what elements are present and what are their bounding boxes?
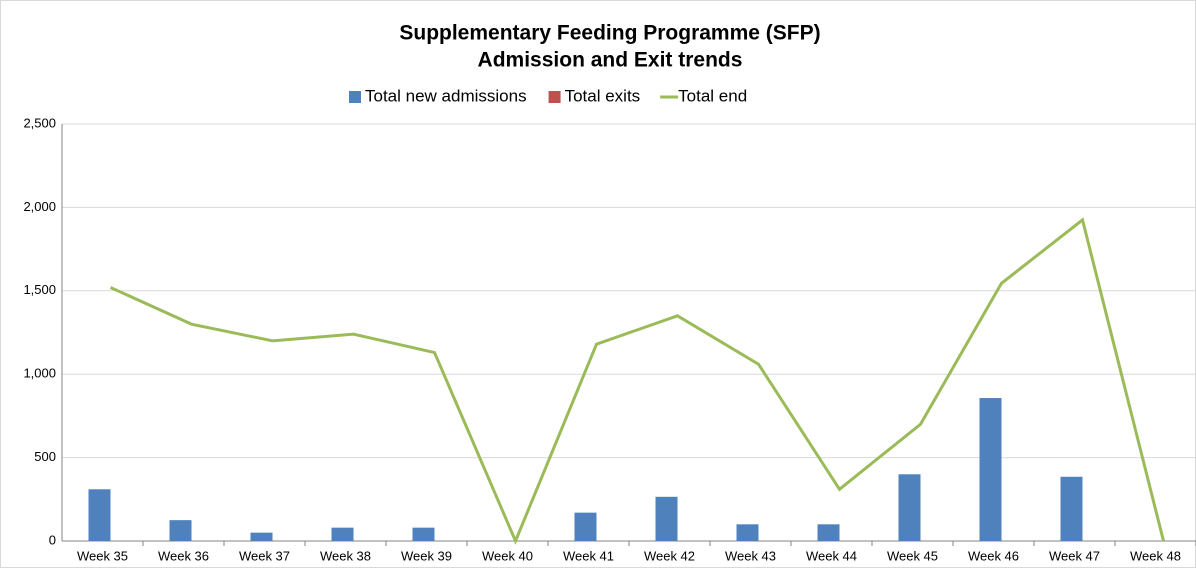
x-tick-label: Week 41: [563, 548, 614, 563]
x-tick-label: Week 36: [158, 548, 209, 563]
bar: [331, 527, 354, 541]
x-tick-label: Week 39: [401, 548, 452, 563]
legend-swatch: [548, 91, 561, 103]
bar: [817, 524, 840, 541]
legend-label: Total new admissions: [365, 86, 527, 105]
x-tick-label: Week 47: [1049, 548, 1100, 563]
line: [109, 217, 1165, 545]
bar: [250, 532, 273, 541]
x-tick-label: Week 44: [806, 548, 857, 563]
bar: [979, 398, 1002, 541]
x-tick-label: Week 38: [320, 548, 371, 563]
legend-label: Total exits: [565, 86, 641, 105]
y-tick-label: 2,000: [23, 199, 56, 214]
bar: [736, 524, 759, 541]
x-tick-label: Week 37: [239, 548, 290, 563]
y-tick-label: 1,000: [23, 366, 56, 381]
bar: [655, 496, 678, 541]
x-tick-label: Week 40: [482, 548, 533, 563]
chart-title: Admission and Exit trends: [478, 49, 743, 72]
y-tick-label: 500: [34, 449, 56, 464]
bar: [574, 512, 597, 541]
x-tick-label: Week 35: [77, 548, 128, 563]
x-tick-label: Week 43: [725, 548, 776, 563]
y-tick-label: 0: [49, 532, 56, 547]
bar: [88, 489, 111, 541]
chart-title: Supplementary Feeding Programme (SFP): [399, 22, 820, 45]
bar: [1060, 476, 1083, 541]
x-tick-label: Week 42: [644, 548, 695, 563]
y-tick-label: 1,500: [23, 282, 56, 297]
y-tick-label: 2,500: [23, 115, 56, 130]
bar: [169, 520, 192, 541]
x-tick-label: Week 45: [887, 548, 938, 563]
x-tick-label: Week 48: [1130, 548, 1181, 563]
legend-swatch: [349, 91, 361, 103]
bar: [412, 527, 435, 541]
legend-label: Total end: [678, 86, 747, 105]
x-tick-label: Week 46: [968, 548, 1019, 563]
bar: [898, 474, 921, 541]
